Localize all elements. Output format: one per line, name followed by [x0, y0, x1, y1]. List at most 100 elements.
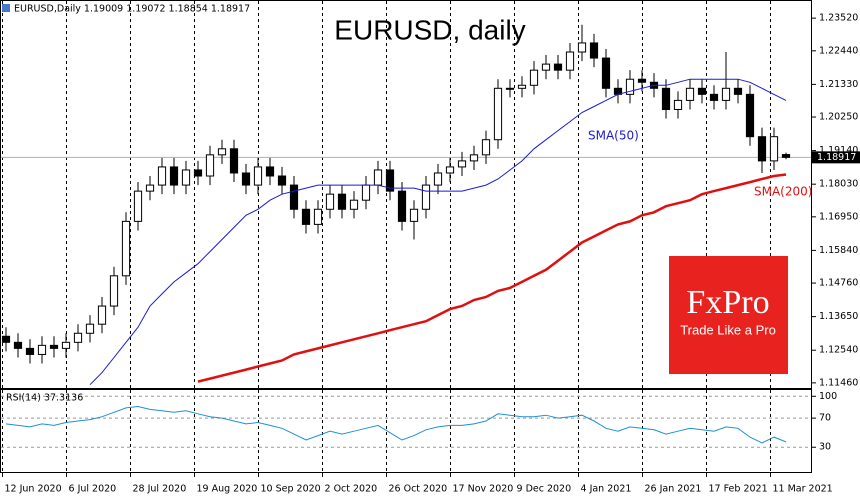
candle-body [109, 275, 119, 307]
candle-body [733, 87, 743, 95]
x-tick-label: 26 Oct 2020 [389, 484, 448, 495]
candle-body [337, 193, 347, 210]
candle-body [469, 154, 479, 162]
candle-body [301, 208, 311, 225]
x-tick-label: 9 Dec 2020 [517, 484, 572, 495]
candle-body [277, 175, 287, 186]
y-tick-label: 1.16950 [819, 211, 858, 222]
y-tick-label: 1.11460 [819, 377, 858, 388]
candle-body [565, 51, 575, 71]
y-tick-label: 1.23520 [819, 13, 858, 24]
y-tick-label: 1.22440 [819, 45, 858, 56]
x-tick-label: 17 Feb 2021 [709, 484, 768, 495]
candle-body [673, 99, 683, 110]
rsi-line [5, 405, 787, 444]
candle-body [445, 166, 455, 174]
rsi-title: RSI(14) 37.3136 [6, 393, 83, 404]
sma-line [197, 173, 787, 383]
rsi-panel-frame [0, 389, 812, 473]
x-tick-label: 12 Jun 2020 [5, 484, 62, 495]
candle-body [601, 57, 611, 89]
y-tick-label: 100 [819, 391, 837, 402]
candle-body [709, 93, 719, 101]
last-price-label: 1.18917 [817, 152, 856, 163]
candle-body [481, 139, 491, 156]
candle-body [625, 78, 635, 95]
y-tick-label: 70 [819, 413, 831, 424]
candle-body [685, 87, 695, 101]
x-tick-label: 6 Jul 2020 [69, 484, 117, 495]
candle-body [169, 166, 179, 186]
candle-body [49, 344, 59, 349]
candle-body [313, 208, 323, 225]
x-tick-label: 11 Mar 2021 [773, 484, 833, 495]
last-price-box [812, 151, 860, 164]
candle-body [589, 42, 599, 59]
candle-body [61, 341, 71, 349]
candle-body [745, 93, 755, 138]
chart-title: EURUSD, daily [334, 14, 525, 45]
candle-body [133, 190, 143, 222]
x-tick-label: 26 Jan 2021 [645, 484, 702, 495]
candle-body [37, 344, 47, 355]
candle-body [325, 193, 335, 210]
candle-body [421, 184, 431, 210]
candle-body [13, 341, 23, 349]
candle-body [493, 87, 503, 141]
x-tick-label: 4 Jan 2021 [581, 484, 632, 495]
candle-body [517, 84, 527, 89]
candle-body [241, 172, 251, 186]
candle-body [157, 166, 167, 186]
y-tick-label: 1.18030 [819, 179, 858, 190]
candle-body [385, 169, 395, 192]
candle-body [661, 87, 671, 110]
candle-body [349, 199, 359, 210]
candle-body [697, 87, 707, 95]
candle-body [433, 172, 443, 186]
y-tick-label: 1.21330 [819, 79, 858, 90]
candle-body [229, 148, 239, 174]
x-tick-label: 28 Jul 2020 [133, 484, 187, 495]
chart-header: EURUSD,Daily 1.19009 1.19072 1.18854 1.1… [14, 4, 250, 15]
candle-body [457, 160, 467, 168]
candle-body [217, 148, 227, 156]
candle-body [721, 87, 731, 101]
x-tick-label: 19 Aug 2020 [197, 484, 258, 495]
logo-tagline: Trade Like a Pro [680, 322, 776, 337]
candle-body [769, 136, 779, 162]
candle-body [781, 154, 791, 158]
series-label: SMA(200) [754, 185, 812, 199]
candle-body [193, 169, 203, 177]
candle-body [73, 332, 83, 343]
y-tick-label: 1.19140 [819, 145, 858, 156]
candle-body [289, 184, 299, 210]
candle-body [253, 166, 263, 186]
symbol-icon [2, 4, 10, 12]
candle-body [409, 208, 419, 222]
candle-body [541, 63, 551, 71]
x-tick-label: 2 Oct 2020 [325, 484, 378, 495]
candle-body [145, 184, 155, 192]
x-tick-label: 10 Sep 2020 [261, 484, 321, 495]
candle-body [397, 190, 407, 222]
y-tick-label: 1.12540 [819, 345, 858, 356]
candle-body [85, 323, 95, 334]
price-panel-frame [0, 0, 812, 389]
candle-body [361, 184, 371, 201]
candle-body [373, 169, 383, 186]
candle-body [637, 78, 647, 83]
x-tick-label: 17 Nov 2020 [453, 484, 514, 495]
candle-body [757, 136, 767, 162]
candle-body [505, 87, 515, 90]
candle-body [553, 63, 563, 71]
candle-body [25, 347, 35, 355]
series-label: SMA(50) [588, 129, 639, 143]
candle-body [121, 220, 131, 277]
y-tick-label: 1.15840 [819, 245, 858, 256]
candle-body [205, 154, 215, 177]
candle-body [1, 335, 11, 343]
logo-box [669, 256, 788, 374]
